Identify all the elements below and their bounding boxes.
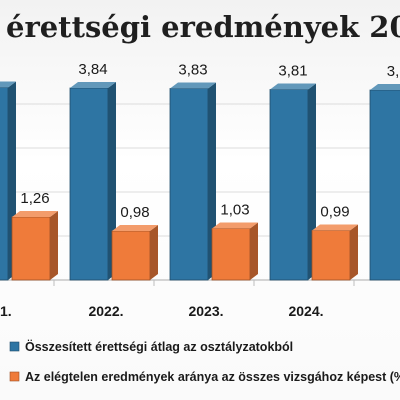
bar-average <box>269 83 316 281</box>
category-label: 2024. <box>288 303 323 319</box>
bar-top <box>12 211 58 217</box>
bar-top <box>312 224 358 231</box>
bar-average <box>169 82 216 281</box>
bar-average <box>69 82 116 281</box>
bar-failure-rate <box>111 225 158 281</box>
value-label-average: 3, <box>387 63 400 80</box>
bar-front <box>111 230 151 281</box>
category-label: 2023. <box>188 303 223 319</box>
value-label-average: 3,83 <box>178 62 207 79</box>
bar-front <box>0 87 9 281</box>
legend-item: Az elégtelen eredmények aránya az összes… <box>9 370 400 384</box>
bar-top <box>212 222 258 229</box>
bar-front <box>369 89 400 281</box>
chart-value-labels: 51,263,840,983,831,033,810,993, <box>20 61 400 221</box>
value-label-average: 3,81 <box>278 63 307 80</box>
bar-failure-rate <box>211 222 258 281</box>
bar-top <box>370 84 400 90</box>
bar-front <box>69 87 109 281</box>
bar-side <box>150 225 158 280</box>
bar-front <box>169 88 209 281</box>
value-label-failure-rate: 1,26 <box>20 190 49 207</box>
chart-legend: Összesített érettségi átlag az osztályza… <box>9 339 400 384</box>
bar-failure-rate <box>311 224 358 281</box>
bar-front <box>211 228 251 281</box>
bar-front <box>11 216 51 281</box>
bar-front <box>269 89 309 281</box>
bar-side <box>350 224 358 280</box>
bar-top <box>270 83 316 90</box>
chart-bars <box>0 81 400 281</box>
legend-swatch <box>9 341 20 352</box>
bar-top <box>70 82 116 88</box>
legend-item: Összesített érettségi átlag az osztályza… <box>9 339 293 354</box>
legend-swatch <box>9 371 20 382</box>
category-label: 1. <box>0 303 12 319</box>
category-label: 2022. <box>88 303 123 319</box>
bar-top <box>112 225 158 231</box>
chart-title: érettségi eredmények 2021-202 <box>6 10 400 44</box>
bar-top <box>170 82 216 89</box>
value-label-failure-rate: 1,03 <box>220 202 249 219</box>
bar-front <box>311 230 351 281</box>
bar-side <box>50 211 58 280</box>
value-label-average: 3,84 <box>78 61 107 78</box>
legend-label: Összesített érettségi átlag az osztályza… <box>25 339 293 354</box>
value-label-failure-rate: 0,98 <box>120 204 149 221</box>
bar-top <box>0 81 16 88</box>
bar-failure-rate <box>11 211 58 281</box>
bar-average <box>369 84 400 281</box>
legend-label: Az elégtelen eredmények aránya az összes… <box>25 370 400 384</box>
bar-side <box>250 222 258 280</box>
chart-category-labels: 1. 2022. 2023. 2024. <box>0 303 324 319</box>
value-label-failure-rate: 0,99 <box>320 204 349 221</box>
